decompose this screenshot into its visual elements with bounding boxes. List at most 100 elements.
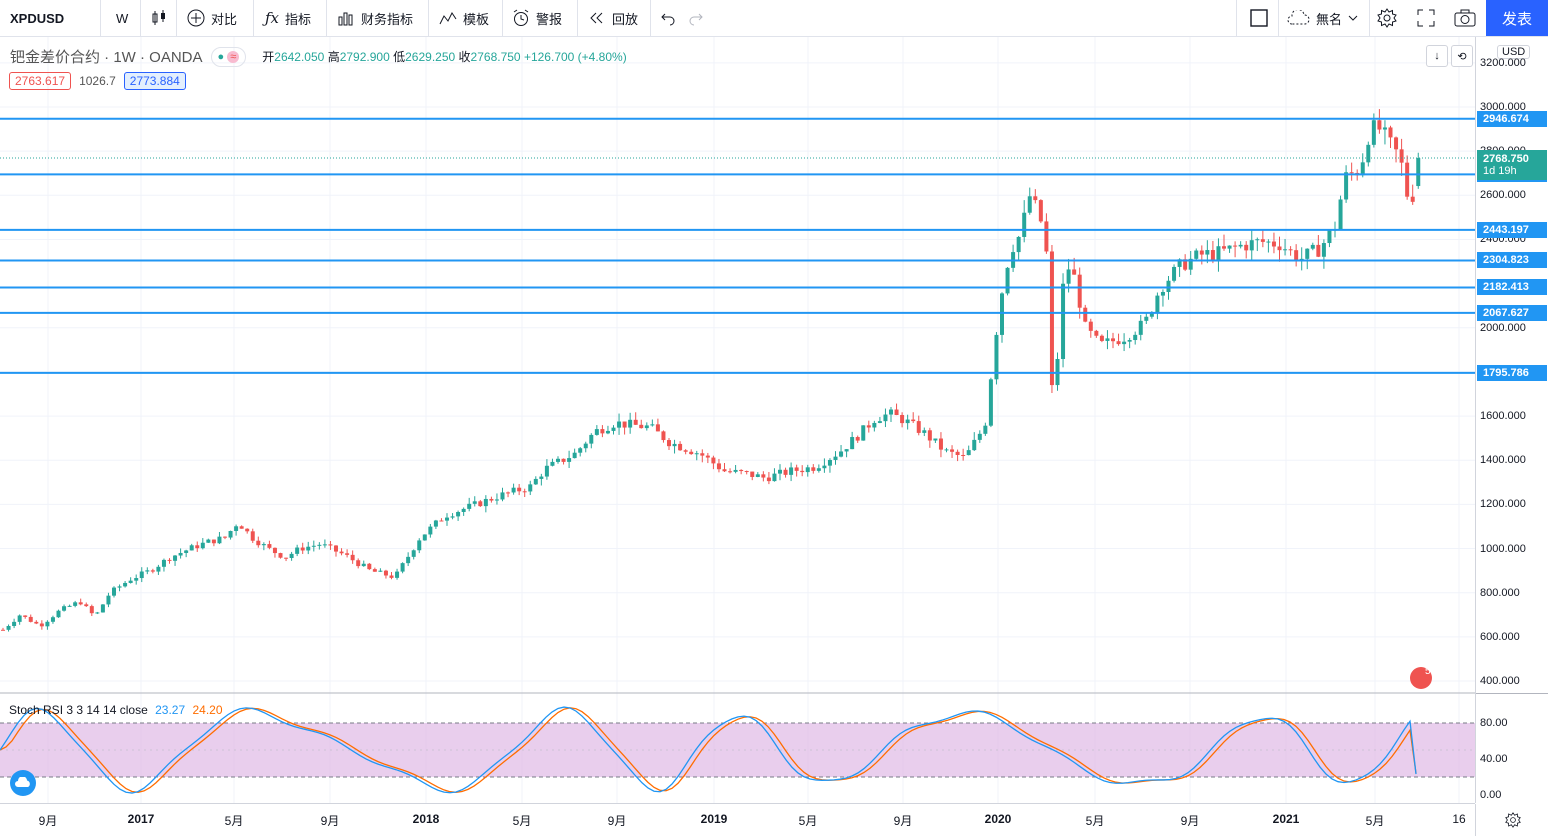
candle-body [1027, 196, 1032, 213]
candle-body [67, 605, 72, 607]
buy-price-button[interactable]: 2773.884 [123, 72, 186, 90]
candle-body [367, 563, 372, 570]
replay-icon [590, 12, 603, 24]
visibility-toggle[interactable]: ● ≈ [210, 46, 247, 67]
candle-body [1094, 330, 1099, 336]
financials-button[interactable]: 财务指标 [337, 0, 413, 36]
candle-body [1255, 239, 1260, 241]
alert-button[interactable]: 警报 [512, 0, 562, 36]
publish-button[interactable]: 发表 [1486, 0, 1548, 36]
gear-icon [1377, 8, 1397, 28]
settings-button[interactable] [1377, 0, 1397, 36]
currency-label[interactable]: USD [1497, 45, 1531, 59]
candle-body [622, 421, 627, 428]
candle-body [1394, 137, 1399, 150]
candle-body [433, 520, 438, 527]
time-axis[interactable]: 9月 2017 5月 9月 2018 5月 9月 2019 5月 9月 2020 5月 9月 2021 5月… [0, 803, 1521, 836]
candle-body [1399, 149, 1404, 163]
candle-body [988, 379, 993, 426]
undo-button[interactable] [660, 0, 676, 36]
candle-body [1177, 259, 1182, 267]
select-button[interactable] [1250, 0, 1268, 36]
price-axis-label: 2000.000 [1480, 321, 1526, 334]
time-axis-label: 2021 [1272, 812, 1300, 826]
candle-body [417, 540, 422, 551]
fullscreen-button[interactable] [1417, 0, 1435, 36]
candle-body [528, 484, 533, 492]
candle-body [106, 595, 111, 605]
open-label: 开 [262, 50, 275, 64]
candle-body [861, 425, 866, 441]
candle-body [866, 425, 871, 428]
replay-button[interactable]: 回放 [588, 0, 638, 36]
sell-price-button[interactable]: 2763.617 [9, 72, 72, 90]
price-axis-label: 3000.000 [1480, 101, 1526, 113]
time-axis-label: 5月 [1085, 814, 1105, 828]
candle-body [1222, 246, 1226, 249]
candle-body [589, 434, 594, 444]
time-axis-label: 2019 [700, 812, 728, 826]
candle-body [356, 560, 361, 567]
candle-body [228, 530, 233, 538]
compare-button[interactable]: 对比 [187, 0, 237, 36]
layout-menu[interactable]: 無名 [1286, 0, 1358, 36]
bar-countdown: 1d 19h [1483, 165, 1517, 178]
price-axis-label: 1200.000 [1480, 498, 1526, 511]
candle-body [1149, 312, 1154, 317]
candle-body [938, 438, 943, 450]
scroll-to-latest-button[interactable]: ↓ [1426, 45, 1448, 67]
price-chart[interactable]: 5 [0, 37, 1475, 803]
candle-body [339, 551, 344, 554]
chart-type-button[interactable] [150, 0, 168, 36]
cloud-icon [1287, 10, 1310, 25]
candle-body [1377, 120, 1382, 130]
oscillator-band [0, 723, 1475, 777]
candle-body [1099, 335, 1104, 341]
candle-body [112, 587, 116, 596]
axis-pane-separator [1476, 693, 1548, 694]
tradingview-logo[interactable] [10, 770, 36, 796]
axis-settings-button[interactable] [1475, 804, 1548, 836]
candle-body [134, 578, 139, 581]
candle-body [95, 612, 100, 614]
symbol-search[interactable]: XPDUSD [10, 0, 64, 36]
candle-body [1327, 230, 1332, 244]
candle-body [456, 511, 461, 517]
snapshot-button[interactable] [1454, 0, 1476, 36]
candle-body [1310, 244, 1315, 249]
indicators-button[interactable]: ƒx 指标 [265, 0, 311, 36]
candle-body [234, 526, 239, 531]
candle-body [922, 430, 927, 433]
candle-body [1371, 120, 1376, 145]
candle-body [578, 448, 583, 453]
bar-chart-icon [338, 12, 353, 26]
candle-body [994, 334, 999, 380]
redo-button[interactable] [688, 0, 704, 36]
level-price-tag: 2182.413 [1477, 279, 1547, 296]
candle-body [933, 438, 938, 441]
candle-body [478, 501, 483, 507]
candle-body [1244, 244, 1249, 251]
undo-icon [661, 13, 675, 26]
candle-body [161, 559, 166, 567]
top-toolbar: XPDUSD W 对比 ƒx 指标 财务指标 模板 警报 回放 [0, 0, 1548, 37]
candle-body [1210, 250, 1215, 260]
price-axis[interactable]: USD 3200.0003000.0002800.0002600.0002400… [1475, 37, 1548, 803]
interval-button[interactable]: W [116, 0, 128, 36]
candle-body [944, 449, 949, 451]
candle-body [750, 471, 755, 477]
download-icon: ↓ [1434, 50, 1440, 62]
candle-body [1238, 244, 1243, 247]
candle-body [1, 629, 5, 631]
reset-chart-button[interactable]: ⟲ [1451, 45, 1473, 67]
candle-body [506, 492, 511, 494]
time-axis-label: 16 [1452, 812, 1466, 826]
candle-body [1305, 248, 1310, 259]
divider [650, 0, 651, 36]
candle-body [605, 430, 610, 434]
templates-button[interactable]: 模板 [439, 0, 489, 36]
candle-body [211, 539, 216, 544]
flag-circle[interactable] [1410, 667, 1432, 689]
candle-body [739, 469, 744, 472]
candle-body [617, 421, 622, 428]
